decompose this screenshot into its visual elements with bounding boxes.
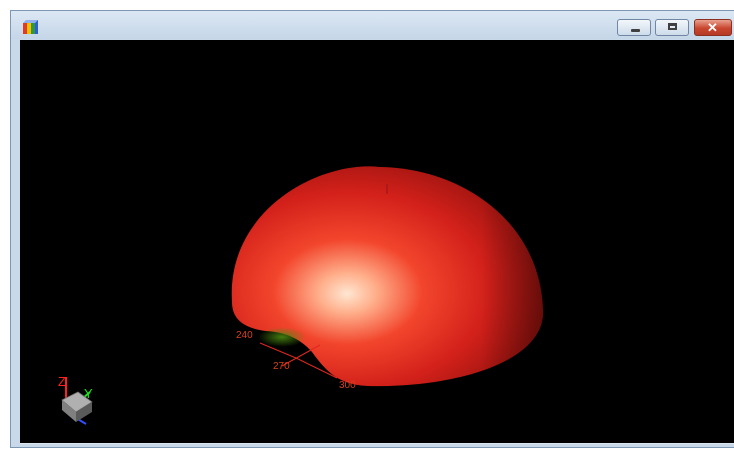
minimize-button[interactable] [617,19,651,36]
maximize-button[interactable] [655,19,689,36]
triad-cube-front [76,402,92,422]
colorful-3d-bars-icon[interactable] [22,19,39,35]
maximize-icon [668,23,677,30]
polar-grid-line [281,344,321,367]
close-button[interactable]: ✕ [694,19,732,36]
application-window: ✕ [10,10,734,448]
angle-label-240: 240 [236,330,253,341]
axis-triad: Z Y [58,374,93,425]
minimize-icon [631,29,640,32]
close-icon: ✕ [707,20,718,35]
title-bar[interactable]: ✕ [11,11,734,39]
low-gain-region [258,327,306,347]
angle-label-300: 300 [339,380,356,391]
angle-label-270: 270 [273,361,290,372]
radiation-pattern-plot[interactable]: 240 270 300 Z Y [20,40,734,444]
surface-shading [231,166,544,387]
y-axis-label: Y [84,386,93,401]
triad-cube-side [62,400,76,422]
3d-viewport[interactable]: 240 270 300 Z Y [20,40,734,444]
z-axis-label: Z [58,374,66,389]
